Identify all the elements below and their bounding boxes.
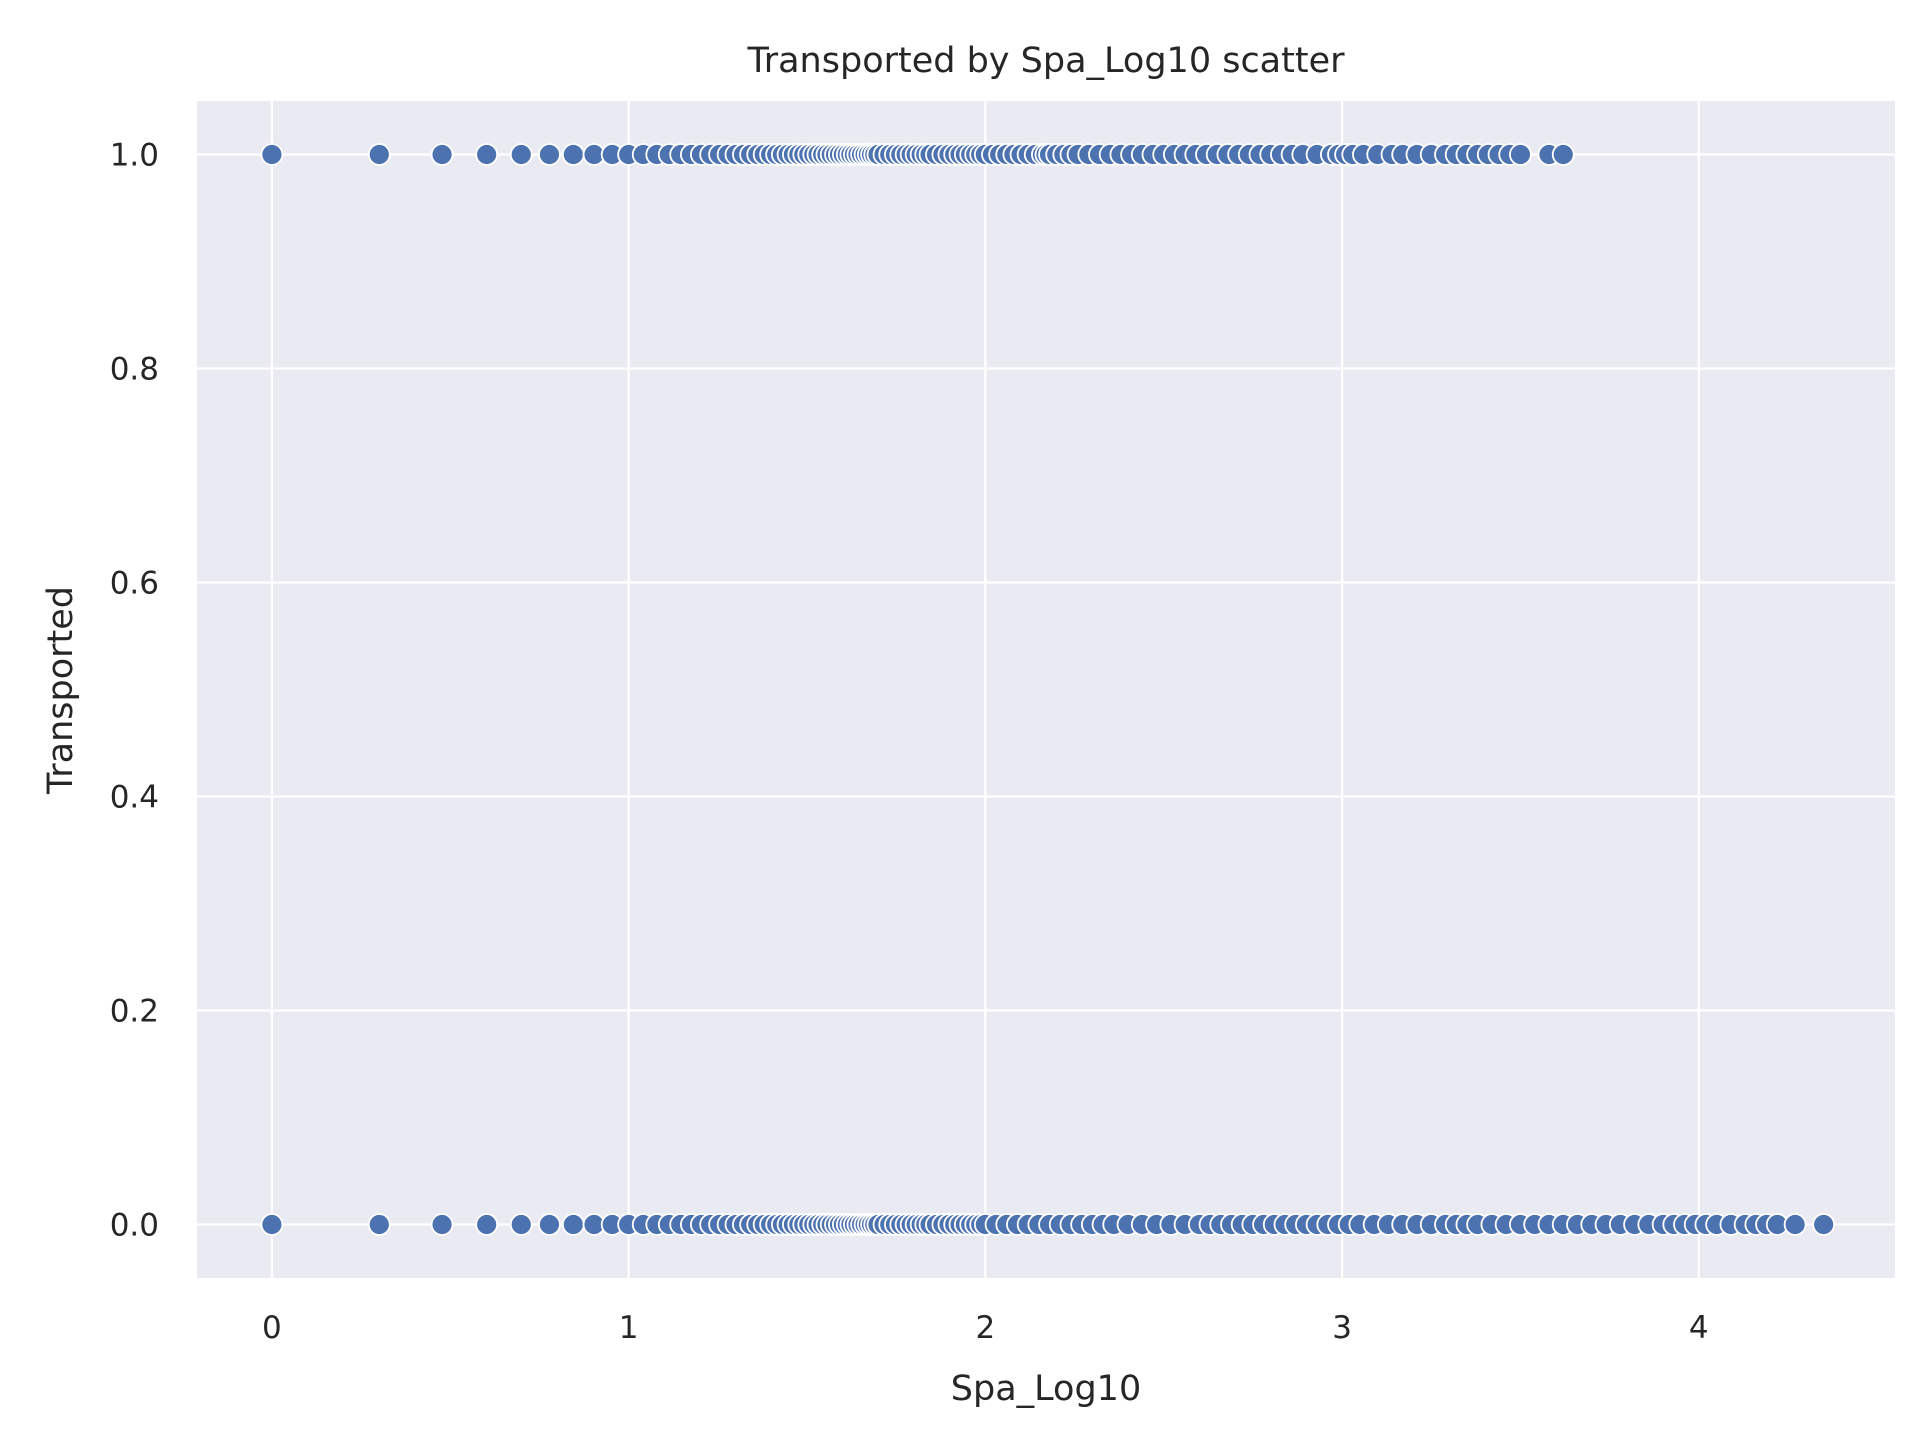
chart-title: Transported by Spa_Log10 scatter [746, 41, 1345, 81]
scatter-point [260, 143, 284, 166]
tick-labels: 0 1 2 3 4 0.0 0.2 0.4 0.6 0.8 1.0 [110, 138, 1709, 1347]
scatter-point [367, 143, 391, 166]
x-axis-label: Spa_Log10 [951, 1369, 1141, 1409]
scatter-point [1509, 143, 1532, 166]
scatter-point [561, 143, 585, 166]
plot-background [197, 101, 1895, 1278]
scatter-point [561, 1213, 585, 1236]
scatter-point [509, 1213, 533, 1236]
x-tick-label: 4 [1689, 1310, 1709, 1346]
y-tick-label: 0.0 [110, 1208, 159, 1244]
y-axis-label: Transported [41, 586, 81, 795]
scatter-point [475, 143, 499, 166]
x-tick-label: 0 [262, 1310, 282, 1346]
y-tick-label: 0.6 [110, 566, 159, 602]
scatter-point [509, 143, 533, 166]
y-tick-label: 1.0 [110, 138, 159, 174]
scatter-point [1812, 1213, 1836, 1236]
x-tick-label: 3 [1332, 1310, 1352, 1346]
y-tick-label: 0.2 [110, 994, 159, 1030]
scatter-point [538, 1213, 561, 1236]
y-tick-label: 0.4 [110, 780, 159, 816]
y-tick-label: 0.8 [110, 352, 159, 388]
data-points [260, 143, 1836, 1236]
scatter-point [1551, 143, 1575, 166]
scatter-point [367, 1213, 391, 1236]
scatter-point [538, 143, 561, 166]
scatter-point [430, 143, 454, 166]
scatter-point [1783, 1213, 1807, 1236]
scatter-point [475, 1213, 499, 1236]
scatter-point [260, 1213, 284, 1236]
scatter-point [430, 1213, 454, 1236]
x-tick-label: 1 [619, 1310, 639, 1346]
x-tick-label: 2 [975, 1310, 995, 1346]
